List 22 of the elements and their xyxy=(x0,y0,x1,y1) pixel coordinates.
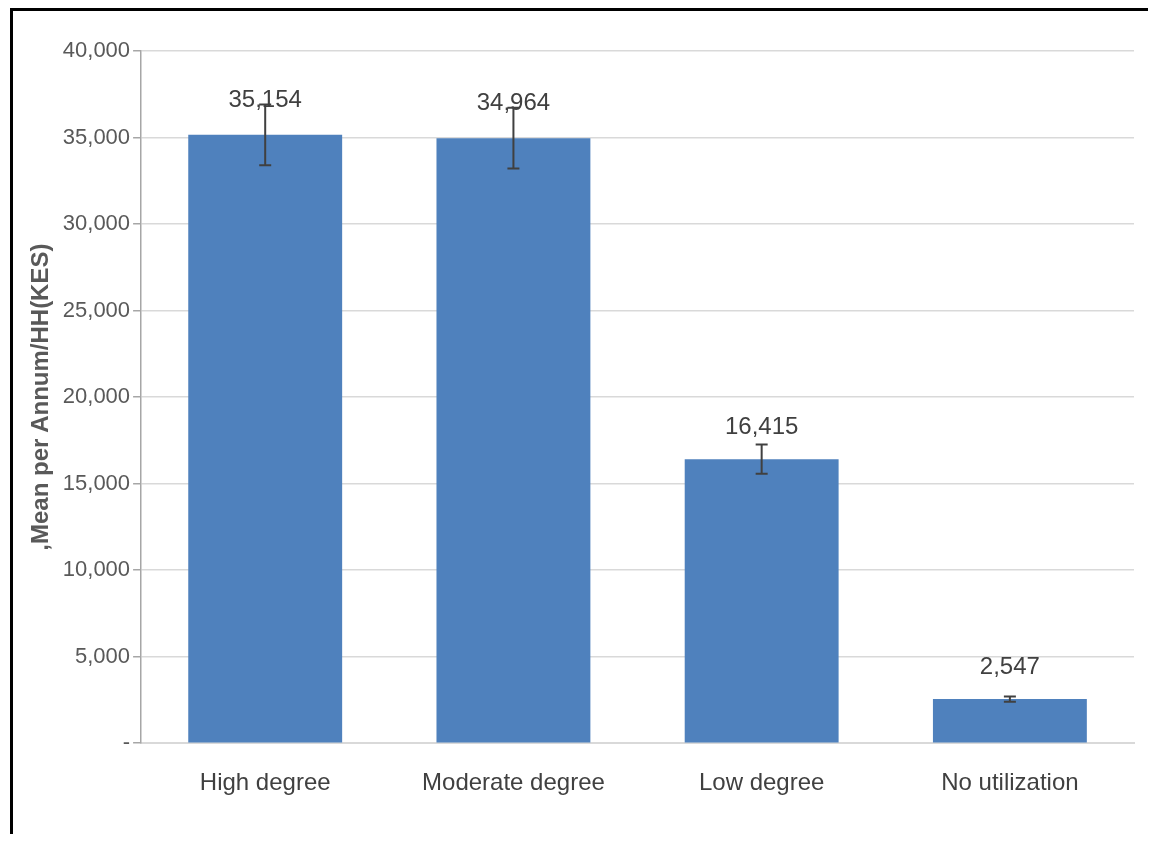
data-label: 16,415 xyxy=(724,411,799,439)
y-tick-label: - xyxy=(122,729,131,755)
x-tick-label: High degree xyxy=(199,768,331,796)
y-tick-label: 25,000 xyxy=(62,296,131,322)
data-label: 2,547 xyxy=(979,651,1040,679)
y-tick-label: 15,000 xyxy=(62,469,131,495)
y-tick-label: 5,000 xyxy=(75,642,131,668)
y-tick-label: 40,000 xyxy=(62,37,131,63)
y-tick-label: 35,000 xyxy=(62,123,131,149)
bar xyxy=(188,134,343,743)
y-tick-label: 10,000 xyxy=(62,556,131,582)
bar xyxy=(932,699,1087,743)
data-label: 35,154 xyxy=(228,85,302,113)
x-tick-label: Moderate degree xyxy=(422,768,605,796)
x-tick-label: Low degree xyxy=(698,768,825,796)
y-axis-title: ,Mean per Annum/HH(KES) xyxy=(26,243,54,551)
y-tick-label: 30,000 xyxy=(62,210,131,236)
y-tick-label: 20,000 xyxy=(62,383,131,409)
data-label: 34,964 xyxy=(476,88,551,116)
x-tick-label: No utilization xyxy=(941,768,1079,796)
bar xyxy=(436,138,591,743)
bar xyxy=(684,459,839,743)
